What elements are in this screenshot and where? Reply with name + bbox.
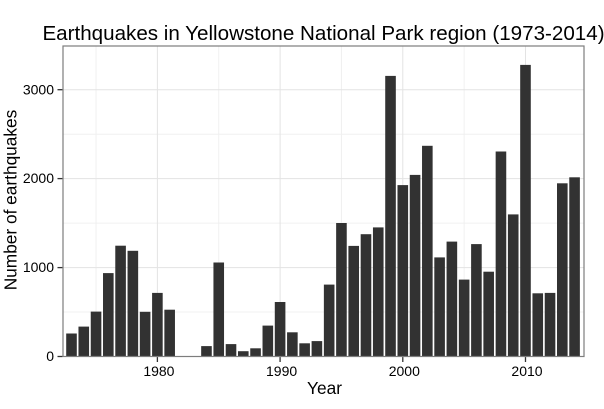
svg-text:1990: 1990 — [266, 363, 297, 379]
svg-text:1000: 1000 — [23, 259, 54, 275]
svg-text:0: 0 — [46, 348, 54, 364]
svg-text:3000: 3000 — [23, 81, 54, 97]
svg-text:2000: 2000 — [389, 363, 420, 379]
svg-text:Number of earthquakes: Number of earthquakes — [1, 109, 21, 290]
svg-text:2010: 2010 — [511, 363, 542, 379]
svg-text:1980: 1980 — [143, 363, 174, 379]
svg-text:Earthquakes in Yellowstone Nat: Earthquakes in Yellowstone National Park… — [42, 22, 604, 45]
svg-text:Year: Year — [307, 378, 342, 398]
svg-text:2000: 2000 — [23, 170, 54, 186]
